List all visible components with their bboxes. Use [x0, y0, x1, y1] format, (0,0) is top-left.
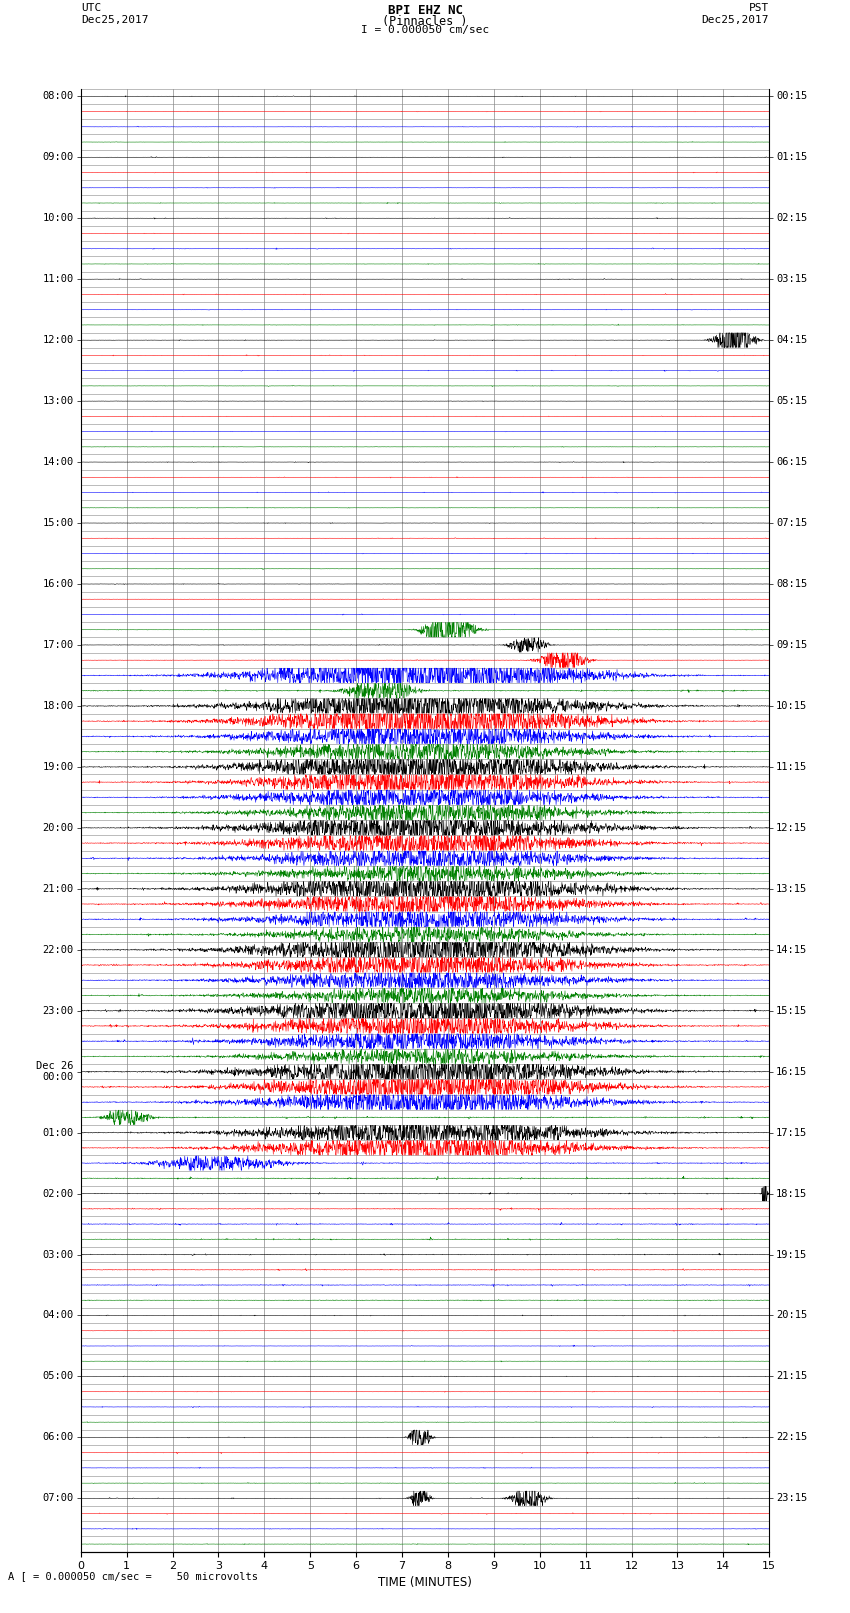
Text: I = 0.000050 cm/sec: I = 0.000050 cm/sec	[361, 24, 489, 35]
X-axis label: TIME (MINUTES): TIME (MINUTES)	[378, 1576, 472, 1589]
Text: BPI EHZ NC: BPI EHZ NC	[388, 5, 462, 18]
Text: Dec25,2017: Dec25,2017	[702, 15, 769, 24]
Text: PST: PST	[749, 3, 769, 13]
Text: UTC: UTC	[81, 3, 101, 13]
Text: A [ = 0.000050 cm/sec =    50 microvolts: A [ = 0.000050 cm/sec = 50 microvolts	[8, 1571, 258, 1581]
Text: Dec25,2017: Dec25,2017	[81, 15, 148, 24]
Text: (Pinnacles ): (Pinnacles )	[382, 15, 468, 27]
